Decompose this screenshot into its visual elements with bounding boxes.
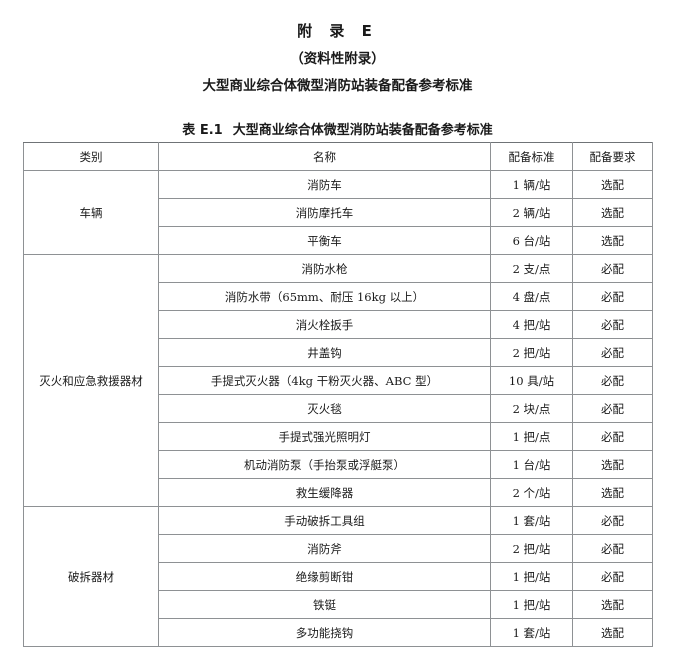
cell-requirement: 选配	[572, 226, 653, 255]
equipment-table-container: 类别 名称 配备标准 配备要求 车辆 消防车 1 辆/站 选配 消防摩托车 2 辆/站 选配…	[23, 142, 653, 647]
cell-category: 车辆	[23, 170, 159, 255]
cell-standard: 1 套/站	[490, 506, 573, 535]
cell-name: 井盖钩	[158, 338, 491, 367]
cell-name: 机动消防泵（手抬泵或浮艇泵）	[158, 450, 491, 479]
column-header-name: 名称	[158, 142, 491, 171]
cell-requirement: 选配	[572, 590, 653, 619]
table-row: 绝缘剪断钳 1 把/站 必配	[24, 562, 653, 591]
cell-standard: 2 块/点	[490, 394, 573, 423]
cell-requirement: 必配	[572, 366, 653, 395]
cell-standard: 2 支/点	[490, 254, 573, 283]
cell-requirement: 选配	[572, 618, 653, 647]
column-header-category: 类别	[23, 142, 159, 171]
cell-name: 灭火毯	[158, 394, 491, 423]
table-row: 灭火和应急救援器材 消防水枪 2 支/点 必配	[23, 254, 653, 507]
cell-category: 破拆器材	[23, 506, 159, 647]
cell-standard: 10 具/站	[490, 366, 573, 395]
table-body: 车辆 消防车 1 辆/站 选配 消防摩托车 2 辆/站 选配 平衡车 6 台/站 选配 灭火和应急救…	[23, 170, 653, 647]
cell-requirement: 必配	[572, 310, 653, 339]
cell-requirement: 必配	[572, 282, 653, 311]
cell-name: 铁铤	[158, 590, 491, 619]
cell-name: 绝缘剪断钳	[158, 562, 491, 591]
table-header-row: 类别 名称 配备标准 配备要求	[23, 142, 653, 171]
cell-name: 消防车	[158, 170, 491, 199]
cell-name: 救生缓降器	[158, 478, 491, 507]
cell-standard: 1 套/站	[490, 618, 573, 647]
cell-standard: 2 个/站	[490, 478, 573, 507]
column-header-standard: 配备标准	[490, 142, 573, 171]
cell-name: 消防斧	[158, 534, 491, 563]
table-row: 铁铤 1 把/站 选配	[24, 590, 653, 619]
cell-standard: 2 辆/站	[490, 198, 573, 227]
cell-requirement: 必配	[572, 562, 653, 591]
table-row: 车辆 消防车 1 辆/站 选配	[23, 170, 653, 255]
appendix-label: 附 录 E	[297, 22, 378, 40]
cell-name: 消防水枪	[158, 254, 491, 283]
cell-standard: 1 把/站	[490, 590, 573, 619]
table-caption-text: 大型商业综合体微型消防站装备配备参考标准	[232, 123, 493, 138]
table-caption: 表 E.1 大型商业综合体微型消防站装备配备参考标准	[0, 93, 675, 137]
cell-name: 消火栓扳手	[158, 310, 491, 339]
table-row: 灭火毯 2 块/点 必配	[24, 394, 653, 423]
column-header-requirement: 配备要求	[572, 142, 653, 171]
cell-requirement: 必配	[572, 422, 653, 451]
table-row: 手提式强光照明灯 1 把/点 必配	[24, 422, 653, 451]
cell-standard: 1 台/站	[490, 450, 573, 479]
cell-name: 平衡车	[158, 226, 491, 255]
table-row: 消防摩托车 2 辆/站 选配	[24, 198, 653, 227]
cell-category: 灭火和应急救援器材	[23, 254, 159, 507]
table-caption-number: 表 E.1	[182, 123, 223, 138]
cell-name: 多功能挠钩	[158, 618, 491, 647]
cell-name: 手提式强光照明灯	[158, 422, 491, 451]
table-row: 消防水带（65mm、耐压 16kg 以上） 4 盘/点 必配	[24, 282, 653, 311]
cell-requirement: 必配	[572, 338, 653, 367]
cell-requirement: 必配	[572, 394, 653, 423]
cell-standard: 1 辆/站	[490, 170, 573, 199]
cell-standard: 1 把/站	[490, 562, 573, 591]
table-row: 破拆器材 手动破拆工具组 1 套/站 必配	[23, 506, 653, 647]
table-row: 机动消防泵（手抬泵或浮艇泵） 1 台/站 选配	[24, 450, 653, 479]
cell-standard: 6 台/站	[490, 226, 573, 255]
appendix-type: （资料性附录）	[290, 51, 385, 67]
cell-standard: 4 盘/点	[490, 282, 573, 311]
cell-name: 手提式灭火器（4kg 干粉灭火器、ABC 型）	[158, 366, 491, 395]
equipment-table: 类别 名称 配备标准 配备要求 车辆 消防车 1 辆/站 选配 消防摩托车 2 辆/站 选配…	[23, 142, 653, 647]
table-row: 消防斧 2 把/站 必配	[24, 534, 653, 563]
cell-standard: 1 把/点	[490, 422, 573, 451]
table-row: 手提式灭火器（4kg 干粉灭火器、ABC 型） 10 具/站 必配	[24, 366, 653, 395]
cell-standard: 2 把/站	[490, 534, 573, 563]
cell-standard: 4 把/站	[490, 310, 573, 339]
cell-standard: 2 把/站	[490, 338, 573, 367]
cell-requirement: 必配	[572, 254, 653, 283]
cell-requirement: 必配	[572, 506, 653, 535]
cell-requirement: 选配	[572, 478, 653, 507]
appendix-title: 大型商业综合体微型消防站装备配备参考标准	[202, 77, 473, 94]
table-row: 平衡车 6 台/站 选配	[24, 226, 653, 255]
cell-name: 消防摩托车	[158, 198, 491, 227]
cell-requirement: 选配	[572, 198, 653, 227]
cell-name: 手动破拆工具组	[158, 506, 491, 535]
cell-requirement: 必配	[572, 534, 653, 563]
table-row: 井盖钩 2 把/站 必配	[24, 338, 653, 367]
cell-name: 消防水带（65mm、耐压 16kg 以上）	[158, 282, 491, 311]
table-row: 消火栓扳手 4 把/站 必配	[24, 310, 653, 339]
cell-requirement: 选配	[572, 450, 653, 479]
cell-requirement: 选配	[572, 170, 653, 199]
